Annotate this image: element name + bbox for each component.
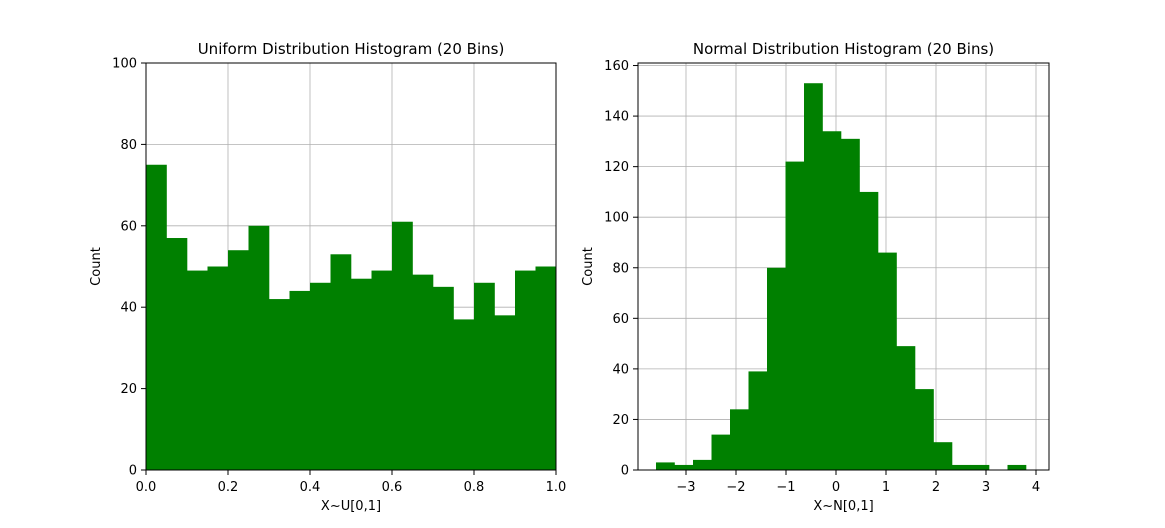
normal-y-tick-label: 60 xyxy=(612,312,629,327)
normal-histogram-bar xyxy=(656,462,675,470)
uniform-x-tick-label: 0.0 xyxy=(136,480,157,495)
uniform-x-tick-label: 0.6 xyxy=(382,480,403,495)
uniform-histogram-bar xyxy=(453,319,475,470)
normal-x-tick-label: −2 xyxy=(726,480,745,495)
uniform-x-tick-label: 1.0 xyxy=(546,480,567,495)
normal-bars xyxy=(656,83,1027,471)
uniform-histogram-bar xyxy=(269,299,290,470)
uniform-histogram-panel: 0.0 0.2 0.4 0.6 0.8 1.0 0 20 40 60 80 100 Uniform … xyxy=(89,40,566,514)
normal-y-tick-label: 120 xyxy=(604,160,629,175)
uniform-histogram-bar xyxy=(228,250,249,470)
uniform-histogram-bar xyxy=(166,238,188,470)
normal-histogram-bar xyxy=(693,459,712,470)
uniform-x-tick-label: 0.4 xyxy=(300,480,321,495)
uniform-histogram-bar xyxy=(392,221,413,470)
normal-histogram-bar xyxy=(970,464,990,470)
uniform-y-tick-label: 80 xyxy=(120,138,137,153)
normal-histogram-bar xyxy=(915,389,934,470)
uniform-histogram-bar xyxy=(515,270,536,470)
uniform-x-tick-label: 0.8 xyxy=(464,480,485,495)
normal-x-axis-label: X~N[0,1] xyxy=(813,499,873,514)
uniform-y-tick-label: 0 xyxy=(129,464,137,479)
normal-histogram-bar xyxy=(748,371,768,470)
uniform-histogram-bar xyxy=(494,315,516,470)
normal-x-tick-label: 2 xyxy=(932,480,940,495)
uniform-histogram-bar xyxy=(433,286,454,470)
uniform-axes-frame xyxy=(145,62,557,471)
normal-histogram-panel: −3 −2 −1 0 1 2 3 4 0 20 40 60 80 100 120 140 160 Normal… xyxy=(581,40,1050,514)
normal-y-tick-label: 40 xyxy=(612,362,629,377)
normal-y-ticks: 0 20 40 60 80 100 120 140 160 xyxy=(604,59,638,479)
uniform-y-tick-label: 60 xyxy=(120,219,137,234)
normal-histogram-bar xyxy=(767,267,786,470)
normal-histogram-bar xyxy=(674,464,694,470)
normal-histogram-bar xyxy=(822,131,842,471)
normal-histogram-bar xyxy=(785,161,805,470)
uniform-histogram-bar xyxy=(351,278,372,470)
normal-x-tick-label: 1 xyxy=(882,480,890,495)
uniform-y-tick-label: 100 xyxy=(112,57,137,72)
normal-histogram-bar xyxy=(933,442,953,470)
normal-histogram-bar xyxy=(711,434,731,470)
normal-histogram-bar xyxy=(730,409,749,470)
normal-histogram-bar xyxy=(952,464,971,470)
normal-y-tick-label: 80 xyxy=(612,261,629,276)
uniform-histogram-bar xyxy=(146,164,167,470)
uniform-y-tick-label: 40 xyxy=(120,301,137,316)
uniform-bars xyxy=(146,164,557,470)
normal-y-tick-label: 140 xyxy=(604,110,629,125)
uniform-x-axis-label: X~U[0,1] xyxy=(321,499,381,514)
uniform-histogram-bar xyxy=(310,282,331,470)
uniform-histogram-bar xyxy=(330,254,352,470)
uniform-y-tick-label: 20 xyxy=(120,382,137,397)
normal-x-tick-label: 4 xyxy=(1032,480,1040,495)
normal-y-tick-label: 0 xyxy=(621,464,629,479)
uniform-histogram-bar xyxy=(187,270,208,470)
normal-histogram-bar xyxy=(804,83,823,470)
uniform-histogram-bar xyxy=(289,290,311,470)
uniform-histogram-bar xyxy=(248,225,270,470)
normal-x-ticks: −3 −2 −1 0 1 2 3 4 xyxy=(676,470,1040,495)
normal-y-tick-label: 20 xyxy=(612,413,629,428)
uniform-histogram-bar xyxy=(207,266,229,470)
normal-chart-title: Normal Distribution Histogram (20 Bins) xyxy=(693,40,994,58)
uniform-y-axis-label: Count xyxy=(89,247,104,286)
uniform-y-ticks: 0 20 40 60 80 100 xyxy=(112,57,146,479)
normal-y-tick-label: 100 xyxy=(604,211,629,226)
normal-y-tick-label: 160 xyxy=(604,59,629,74)
uniform-histogram-bar xyxy=(412,274,434,470)
normal-x-tick-label: 0 xyxy=(832,480,840,495)
uniform-histogram-bar xyxy=(474,282,495,470)
normal-x-tick-label: −1 xyxy=(776,480,795,495)
normal-histogram-bar xyxy=(859,191,879,470)
uniform-x-tick-label: 0.2 xyxy=(218,480,239,495)
normal-x-tick-label: 3 xyxy=(982,480,990,495)
normal-histogram-bar xyxy=(896,346,916,470)
uniform-chart-title: Uniform Distribution Histogram (20 Bins) xyxy=(198,40,505,58)
normal-y-axis-label: Count xyxy=(581,247,596,286)
normal-histogram-bar xyxy=(878,252,897,470)
normal-histogram-bar xyxy=(841,138,860,471)
uniform-histogram-bar xyxy=(535,266,557,470)
normal-axes-frame xyxy=(637,62,1050,471)
uniform-histogram-bar xyxy=(371,270,393,470)
uniform-x-ticks: 0.0 0.2 0.4 0.6 0.8 1.0 xyxy=(136,470,567,495)
normal-x-tick-label: −3 xyxy=(676,480,695,495)
normal-histogram-bar xyxy=(1007,464,1027,470)
